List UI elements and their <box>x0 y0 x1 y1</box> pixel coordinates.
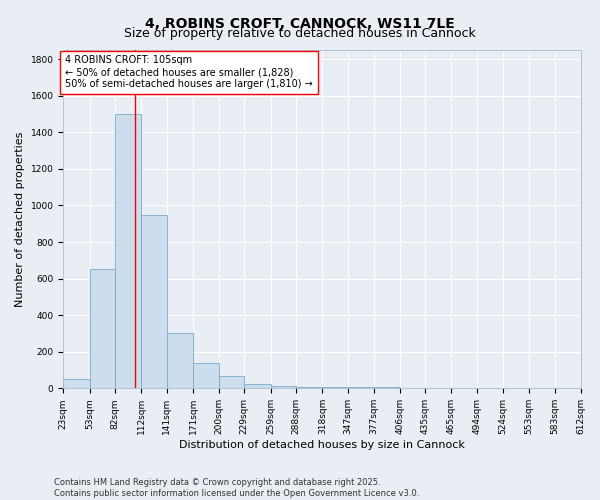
Bar <box>89 270 115 388</box>
Bar <box>244 384 271 388</box>
Bar <box>63 379 89 388</box>
Bar <box>167 334 193 388</box>
Bar <box>219 376 244 388</box>
Bar <box>271 386 296 388</box>
Text: 4 ROBINS CROFT: 105sqm
← 50% of detached houses are smaller (1,828)
50% of semi-: 4 ROBINS CROFT: 105sqm ← 50% of detached… <box>65 56 313 88</box>
Bar <box>142 214 167 388</box>
Y-axis label: Number of detached properties: Number of detached properties <box>15 132 25 307</box>
Text: Size of property relative to detached houses in Cannock: Size of property relative to detached ho… <box>124 28 476 40</box>
Bar <box>115 114 142 388</box>
Bar <box>296 386 322 388</box>
Bar <box>193 362 219 388</box>
Text: 4, ROBINS CROFT, CANNOCK, WS11 7LE: 4, ROBINS CROFT, CANNOCK, WS11 7LE <box>145 18 455 32</box>
Text: Contains HM Land Registry data © Crown copyright and database right 2025.
Contai: Contains HM Land Registry data © Crown c… <box>54 478 419 498</box>
X-axis label: Distribution of detached houses by size in Cannock: Distribution of detached houses by size … <box>179 440 465 450</box>
Bar <box>322 386 348 388</box>
